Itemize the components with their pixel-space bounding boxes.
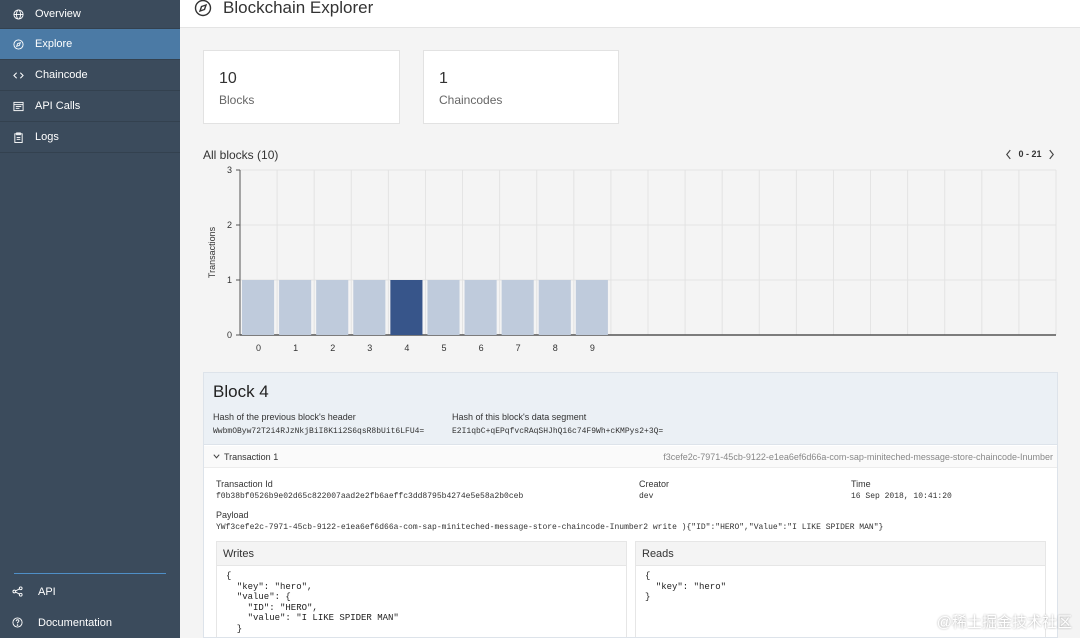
blocks-count-label: Blocks <box>219 93 255 107</box>
y-axis-label: Transactions <box>207 226 217 278</box>
x-tick-label: 9 <box>590 343 595 353</box>
sidebar: Overview Explore Chaincode API Calls Log… <box>0 0 180 638</box>
transaction-id-value: f0b38bf0526b9e02d65c822007aad2e2fb6aeffc… <box>216 492 524 501</box>
sidebar-item-label: Explore <box>35 38 73 50</box>
sidebar-item-api-calls[interactable]: API Calls <box>0 91 180 122</box>
reads-label: Reads <box>636 542 1045 566</box>
sidebar-item-chaincode[interactable]: Chaincode <box>0 60 180 91</box>
code-icon <box>12 69 24 81</box>
creator-value: dev <box>639 492 654 501</box>
chevron-down-icon <box>213 454 220 459</box>
share-icon <box>12 586 24 598</box>
payload-label: Payload <box>216 510 249 520</box>
blocks-count-card[interactable]: 10 Blocks <box>203 50 400 124</box>
block-header: Block 4 Hash of the previous block's hea… <box>204 373 1057 445</box>
reads-json: { "key": "hero" } <box>645 571 727 602</box>
chaincodes-count-label: Chaincodes <box>439 93 503 107</box>
all-blocks-title: All blocks (10) <box>203 148 279 162</box>
transaction-toggle[interactable]: Transaction 1 f3cefe2c-7971-45cb-9122-e1… <box>204 446 1057 468</box>
bar-block-7[interactable] <box>501 280 534 335</box>
sidebar-item-label: API <box>38 586 56 598</box>
sidebar-item-explore[interactable]: Explore <box>0 29 180 60</box>
compass-icon <box>12 38 24 50</box>
x-tick-label: 0 <box>256 343 261 353</box>
x-tick-label: 4 <box>404 343 409 353</box>
sidebar-item-label: Logs <box>35 131 59 143</box>
bar-block-8[interactable] <box>538 280 571 335</box>
sidebar-item-label: API Calls <box>35 100 81 112</box>
globe-icon <box>12 8 24 20</box>
main-content: Blockchain Explorer 10 Blocks 1 Chaincod… <box>180 0 1080 638</box>
clipboard-icon <box>12 131 24 143</box>
writes-label: Writes <box>217 542 626 566</box>
x-tick-label: 1 <box>293 343 298 353</box>
y-tick-label: 1 <box>227 275 232 285</box>
bar-block-9[interactable] <box>575 280 608 335</box>
transaction-id-label: Transaction Id <box>216 479 273 489</box>
sidebar-item-label: Documentation <box>38 617 112 629</box>
x-tick-label: 7 <box>516 343 521 353</box>
page-header: Blockchain Explorer <box>180 0 1080 28</box>
time-label: Time <box>851 479 871 489</box>
sidebar-item-overview[interactable]: Overview <box>0 0 180 29</box>
bar-block-3[interactable] <box>353 280 386 335</box>
chevron-left-icon[interactable] <box>1003 147 1013 161</box>
sidebar-item-label: Chaincode <box>35 69 88 81</box>
bar-block-4[interactable] <box>390 280 423 335</box>
watermark: @稀土掘金技术社区 <box>936 614 1072 631</box>
api-calls-icon <box>12 100 24 112</box>
chevron-right-icon[interactable] <box>1047 147 1057 161</box>
blocks-bar-chart: 0 1 2 3 Transactions 0 1 2 3 4 5 6 7 8 9 <box>207 165 1057 353</box>
reads-panel: Reads { "key": "hero" } <box>635 541 1046 637</box>
page-title: Blockchain Explorer <box>223 0 374 17</box>
y-tick-label: 0 <box>227 330 232 340</box>
bar-block-2[interactable] <box>316 280 349 335</box>
chaincodes-count: 1 <box>439 70 448 87</box>
compass-icon <box>194 0 212 17</box>
chart-pager: 0 - 21 <box>1003 146 1057 162</box>
prev-hash-label: Hash of the previous block's header <box>213 412 356 422</box>
bar-block-0[interactable] <box>242 280 275 335</box>
blocks-count: 10 <box>219 70 237 87</box>
help-icon <box>12 617 24 629</box>
sidebar-item-documentation[interactable]: Documentation <box>0 609 180 637</box>
writes-panel: Writes { "key": "hero", "value": { "ID":… <box>216 541 627 637</box>
pager-range: 0 - 21 <box>1018 149 1042 159</box>
data-hash-label: Hash of this block's data segment <box>452 412 587 422</box>
x-tick-label: 3 <box>367 343 372 353</box>
x-tick-label: 8 <box>553 343 558 353</box>
bar-block-5[interactable] <box>427 280 460 335</box>
time-value: 16 Sep 2018, 10:41:20 <box>851 492 952 501</box>
bar-block-1[interactable] <box>279 280 312 335</box>
sidebar-divider <box>14 573 166 574</box>
data-hash-value: E2I1qbC+qEPqfvcRAqSHJhQ16c74F9Wh+cKMPys2… <box>452 427 664 436</box>
bar-block-6[interactable] <box>464 280 497 335</box>
transaction-header-id: f3cefe2c-7971-45cb-9122-e1ea6ef6d66a-com… <box>663 452 1053 462</box>
x-tick-label: 6 <box>479 343 484 353</box>
writes-json: { "key": "hero", "value": { "ID": "HERO"… <box>226 571 399 634</box>
x-tick-label: 5 <box>441 343 446 353</box>
transaction-label: Transaction 1 <box>224 452 279 462</box>
prev-hash-value: WwbmOByw72T2i4RJzNkjBiI8K1i2S6qsR8bUit6L… <box>213 427 425 436</box>
sidebar-item-logs[interactable]: Logs <box>0 122 180 153</box>
y-tick-label: 2 <box>227 220 232 230</box>
block-title: Block 4 <box>213 382 269 401</box>
payload-value: YWf3cefe2c-7971-45cb-9122-e1ea6ef6d66a-c… <box>216 523 884 532</box>
creator-label: Creator <box>639 479 670 489</box>
y-tick-label: 3 <box>227 165 232 175</box>
x-tick-label: 2 <box>330 343 335 353</box>
block-details-panel: Block 4 Hash of the previous block's hea… <box>203 372 1058 638</box>
sidebar-item-label: Overview <box>35 8 81 20</box>
sidebar-item-api[interactable]: API <box>0 578 180 606</box>
chaincodes-count-card[interactable]: 1 Chaincodes <box>423 50 619 124</box>
